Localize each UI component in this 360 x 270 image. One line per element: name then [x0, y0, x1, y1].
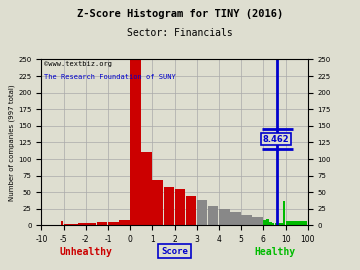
Bar: [82, 223, 86, 225]
Text: Healthy: Healthy: [254, 247, 295, 257]
Bar: [266, 219, 269, 225]
Bar: [71, 224, 75, 225]
Bar: [78, 224, 82, 225]
Bar: [272, 223, 274, 225]
Text: ©www.textbiz.org: ©www.textbiz.org: [44, 61, 112, 67]
Bar: [186, 195, 196, 225]
Bar: [280, 224, 283, 225]
Text: Score: Score: [161, 247, 188, 256]
Bar: [277, 224, 280, 225]
Text: Z-Score Histogram for TINY (2016): Z-Score Histogram for TINY (2016): [77, 9, 283, 19]
Bar: [283, 201, 285, 225]
Bar: [130, 59, 141, 225]
Bar: [285, 221, 307, 225]
Bar: [241, 215, 252, 225]
Text: The Research Foundation of SUNY: The Research Foundation of SUNY: [44, 74, 176, 80]
Y-axis label: Number of companies (997 total): Number of companies (997 total): [9, 84, 15, 201]
Bar: [61, 221, 63, 225]
Bar: [264, 220, 266, 225]
Bar: [119, 220, 130, 225]
Bar: [67, 224, 71, 225]
Bar: [252, 217, 263, 225]
Bar: [97, 222, 107, 225]
Bar: [152, 180, 163, 225]
Bar: [163, 187, 174, 225]
Text: Unhealthy: Unhealthy: [59, 247, 112, 257]
Bar: [141, 152, 152, 225]
Bar: [86, 224, 96, 225]
Bar: [64, 224, 67, 225]
Bar: [275, 224, 277, 225]
Bar: [108, 222, 118, 225]
Bar: [219, 209, 230, 225]
Text: Sector: Financials: Sector: Financials: [127, 28, 233, 38]
Text: 8.462: 8.462: [263, 135, 289, 144]
Bar: [75, 224, 78, 225]
Bar: [197, 200, 207, 225]
Bar: [175, 189, 185, 225]
Bar: [208, 205, 219, 225]
Bar: [269, 222, 271, 225]
Bar: [230, 212, 240, 225]
